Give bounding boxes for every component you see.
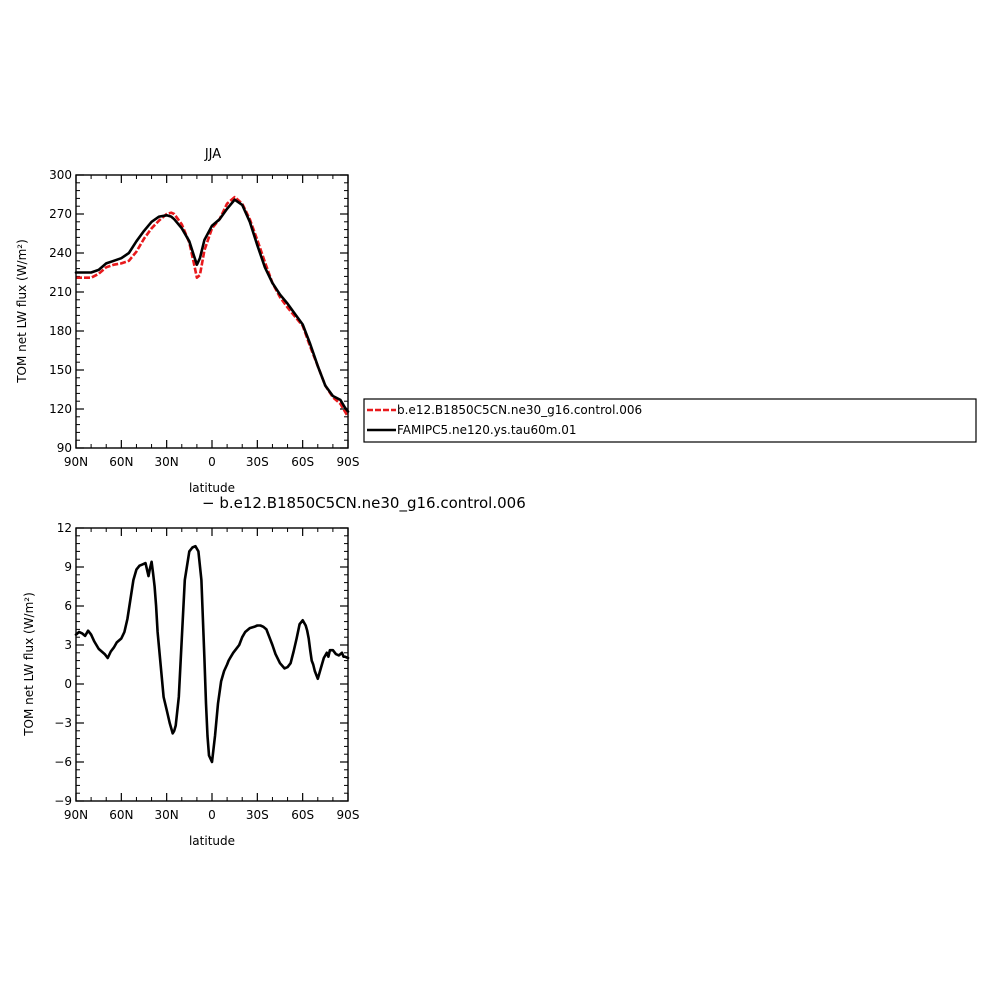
top-y-tick-label-0: 90 bbox=[57, 441, 72, 455]
bottom-plot-frame bbox=[75, 527, 349, 802]
top-y-tick-label-1: 120 bbox=[49, 402, 72, 416]
top-y-axis: 90 120 150 180 210 240 270 300 bbox=[49, 168, 348, 455]
top-series-line-1 bbox=[74, 198, 350, 413]
top-y-tick-label-5: 240 bbox=[49, 246, 72, 260]
top-x-tick-label-5: 60S bbox=[291, 455, 314, 469]
bottom-series-line-0 bbox=[74, 544, 350, 764]
legend-label-control: b.e12.B1850C5CN.ne30_g16.control.006 bbox=[397, 403, 642, 417]
legend-box bbox=[363, 398, 977, 443]
bottom-y-tick-label-2: −3 bbox=[54, 716, 72, 730]
bottom-y-tick-label-4: 3 bbox=[64, 638, 72, 652]
bottom-x-tick-label-0: 90N bbox=[64, 808, 88, 822]
top-plot-frame bbox=[75, 174, 349, 449]
top-x-tick-label-3: 0 bbox=[208, 455, 216, 469]
bottom-x-tick-label-1: 60N bbox=[109, 808, 133, 822]
top-y-tick-label-6: 270 bbox=[49, 207, 72, 221]
top-y-tick-label-3: 180 bbox=[49, 324, 72, 338]
legend-label-famip: FAMIPC5.ne120.ys.tau60m.01 bbox=[397, 423, 577, 437]
bottom-y-tick-label-5: 6 bbox=[64, 599, 72, 613]
top-x-tick-label-6: 90S bbox=[337, 455, 360, 469]
bottom-x-tick-label-3: 0 bbox=[208, 808, 216, 822]
top-y-tick-label-2: 150 bbox=[49, 363, 72, 377]
bottom-y-tick-label-7: 12 bbox=[57, 521, 72, 535]
bottom-x-tick-label-6: 90S bbox=[337, 808, 360, 822]
top-x-tick-label-1: 60N bbox=[109, 455, 133, 469]
top-panel: JJA 90N 60N 30N 0 30S 60S 90S 90 120 150 180 210 24… bbox=[15, 147, 977, 495]
top-x-tick-label-4: 30S bbox=[246, 455, 269, 469]
bottom-y-tick-label-3: 0 bbox=[64, 677, 72, 691]
top-y-tick-label-4: 210 bbox=[49, 285, 72, 299]
bottom-x-axis-label: latitude bbox=[189, 834, 235, 848]
bottom-y-tick-label-0: −9 bbox=[54, 794, 72, 808]
bottom-x-tick-label-5: 60S bbox=[291, 808, 314, 822]
bottom-chart-subtitle: − b.e12.B1850C5CN.ne30_g16.control.006 bbox=[202, 494, 526, 513]
top-y-axis-label: TOM net LW flux (W/m²) bbox=[15, 239, 29, 384]
bottom-y-tick-label-1: −6 bbox=[54, 755, 72, 769]
bottom-x-tick-label-2: 30N bbox=[155, 808, 179, 822]
bottom-series-group bbox=[74, 544, 350, 764]
top-legend: b.e12.B1850C5CN.ne30_g16.control.006 FAM… bbox=[363, 398, 977, 443]
bottom-panel: − b.e12.B1850C5CN.ne30_g16.control.006 9… bbox=[22, 494, 526, 848]
top-x-axis-label: latitude bbox=[189, 481, 235, 495]
top-chart-title: JJA bbox=[204, 147, 221, 162]
bottom-x-tick-label-4: 30S bbox=[246, 808, 269, 822]
top-x-tick-label-2: 30N bbox=[155, 455, 179, 469]
top-y-tick-label-7: 300 bbox=[49, 168, 72, 182]
bottom-y-tick-label-6: 9 bbox=[64, 560, 72, 574]
bottom-y-axis-label: TOM net LW flux (W/m²) bbox=[22, 592, 36, 737]
top-x-tick-label-0: 90N bbox=[64, 455, 88, 469]
top-series-group bbox=[74, 195, 350, 418]
